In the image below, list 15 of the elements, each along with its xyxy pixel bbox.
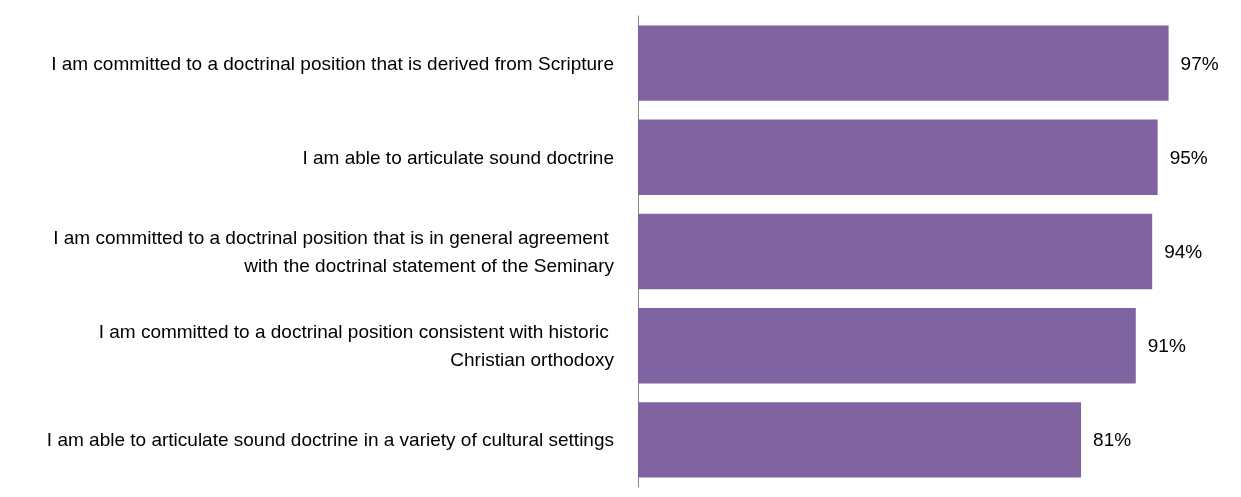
bar <box>638 213 1153 290</box>
bar <box>638 25 1169 101</box>
data-label: 94% <box>1164 241 1203 262</box>
y-tick-label: I am committed to a doctrinal position that is in general agreement with the doctrinal statement of the Seminary <box>53 227 615 276</box>
data-label: 97% <box>1180 52 1219 74</box>
bar <box>638 402 1082 478</box>
y-tick-label: I am able to articulate sound doctrine in a variety of cultural settings <box>46 429 614 451</box>
y-tick-label: I am able to articulate sound doctrine <box>302 146 614 168</box>
data-label: 81% <box>1093 429 1132 451</box>
bar <box>638 308 1136 384</box>
bar <box>638 119 1158 195</box>
data-label: 95% <box>1169 146 1208 168</box>
y-tick-label: I am committed to a doctrinal position that is derived from Scripture <box>51 52 614 74</box>
y-tick-label: I am committed to a doctrinal position consistent with historic Christian orthodoxy <box>98 321 615 371</box>
data-label: 91% <box>1147 335 1186 357</box>
